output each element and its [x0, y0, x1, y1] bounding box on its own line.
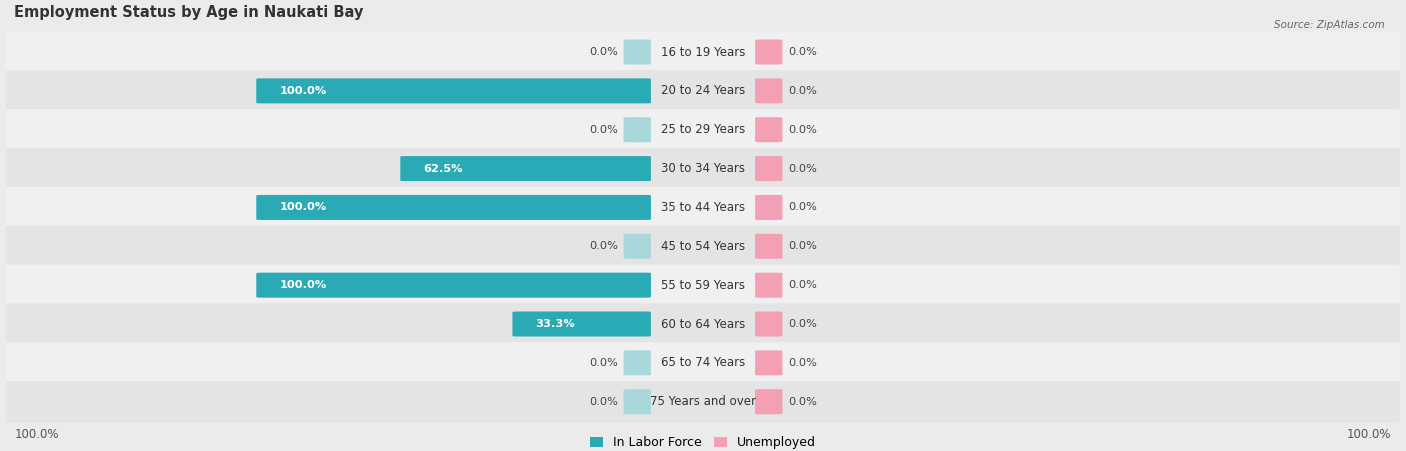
FancyBboxPatch shape	[755, 117, 783, 142]
FancyBboxPatch shape	[755, 273, 783, 298]
FancyBboxPatch shape	[1, 32, 1405, 73]
Text: 0.0%: 0.0%	[789, 86, 817, 96]
Text: 0.0%: 0.0%	[589, 397, 617, 407]
FancyBboxPatch shape	[1, 342, 1405, 383]
Text: 0.0%: 0.0%	[789, 358, 817, 368]
Text: Source: ZipAtlas.com: Source: ZipAtlas.com	[1274, 20, 1385, 30]
Text: 100.0%: 100.0%	[14, 428, 59, 441]
FancyBboxPatch shape	[755, 350, 783, 375]
Text: 55 to 59 Years: 55 to 59 Years	[661, 279, 745, 292]
FancyBboxPatch shape	[755, 312, 783, 336]
Text: 25 to 29 Years: 25 to 29 Years	[661, 123, 745, 136]
FancyBboxPatch shape	[1, 109, 1405, 150]
Text: 100.0%: 100.0%	[280, 202, 326, 212]
Text: 60 to 64 Years: 60 to 64 Years	[661, 318, 745, 331]
Text: 62.5%: 62.5%	[423, 164, 463, 174]
FancyBboxPatch shape	[1, 187, 1405, 228]
FancyBboxPatch shape	[1, 265, 1405, 306]
Text: 20 to 24 Years: 20 to 24 Years	[661, 84, 745, 97]
Text: 100.0%: 100.0%	[1347, 428, 1392, 441]
Text: 0.0%: 0.0%	[789, 397, 817, 407]
FancyBboxPatch shape	[755, 195, 783, 220]
FancyBboxPatch shape	[755, 234, 783, 259]
FancyBboxPatch shape	[256, 273, 651, 298]
Legend: In Labor Force, Unemployed: In Labor Force, Unemployed	[591, 436, 815, 449]
FancyBboxPatch shape	[755, 156, 783, 181]
FancyBboxPatch shape	[1, 381, 1405, 422]
Text: 33.3%: 33.3%	[536, 319, 575, 329]
Text: 0.0%: 0.0%	[589, 125, 617, 135]
Text: 0.0%: 0.0%	[589, 241, 617, 251]
FancyBboxPatch shape	[755, 389, 783, 414]
FancyBboxPatch shape	[755, 40, 783, 64]
FancyBboxPatch shape	[256, 195, 651, 220]
Text: 0.0%: 0.0%	[589, 358, 617, 368]
FancyBboxPatch shape	[1, 70, 1405, 111]
FancyBboxPatch shape	[1, 226, 1405, 267]
Text: 75 Years and over: 75 Years and over	[650, 395, 756, 408]
Text: 45 to 54 Years: 45 to 54 Years	[661, 240, 745, 253]
Text: 100.0%: 100.0%	[280, 280, 326, 290]
Text: 0.0%: 0.0%	[789, 319, 817, 329]
FancyBboxPatch shape	[623, 117, 651, 142]
Text: 0.0%: 0.0%	[789, 125, 817, 135]
FancyBboxPatch shape	[623, 350, 651, 375]
FancyBboxPatch shape	[623, 389, 651, 414]
Text: 30 to 34 Years: 30 to 34 Years	[661, 162, 745, 175]
Text: 35 to 44 Years: 35 to 44 Years	[661, 201, 745, 214]
FancyBboxPatch shape	[512, 312, 651, 336]
FancyBboxPatch shape	[401, 156, 651, 181]
FancyBboxPatch shape	[256, 78, 651, 103]
Text: 100.0%: 100.0%	[280, 86, 326, 96]
Text: 0.0%: 0.0%	[589, 47, 617, 57]
Text: 16 to 19 Years: 16 to 19 Years	[661, 46, 745, 59]
Text: 0.0%: 0.0%	[789, 164, 817, 174]
Text: 0.0%: 0.0%	[789, 241, 817, 251]
FancyBboxPatch shape	[623, 234, 651, 259]
FancyBboxPatch shape	[1, 304, 1405, 345]
FancyBboxPatch shape	[1, 148, 1405, 189]
Text: 0.0%: 0.0%	[789, 202, 817, 212]
FancyBboxPatch shape	[755, 78, 783, 103]
FancyBboxPatch shape	[623, 40, 651, 64]
Text: 0.0%: 0.0%	[789, 47, 817, 57]
Text: 0.0%: 0.0%	[789, 280, 817, 290]
Text: Employment Status by Age in Naukati Bay: Employment Status by Age in Naukati Bay	[14, 5, 364, 20]
Text: 65 to 74 Years: 65 to 74 Years	[661, 356, 745, 369]
